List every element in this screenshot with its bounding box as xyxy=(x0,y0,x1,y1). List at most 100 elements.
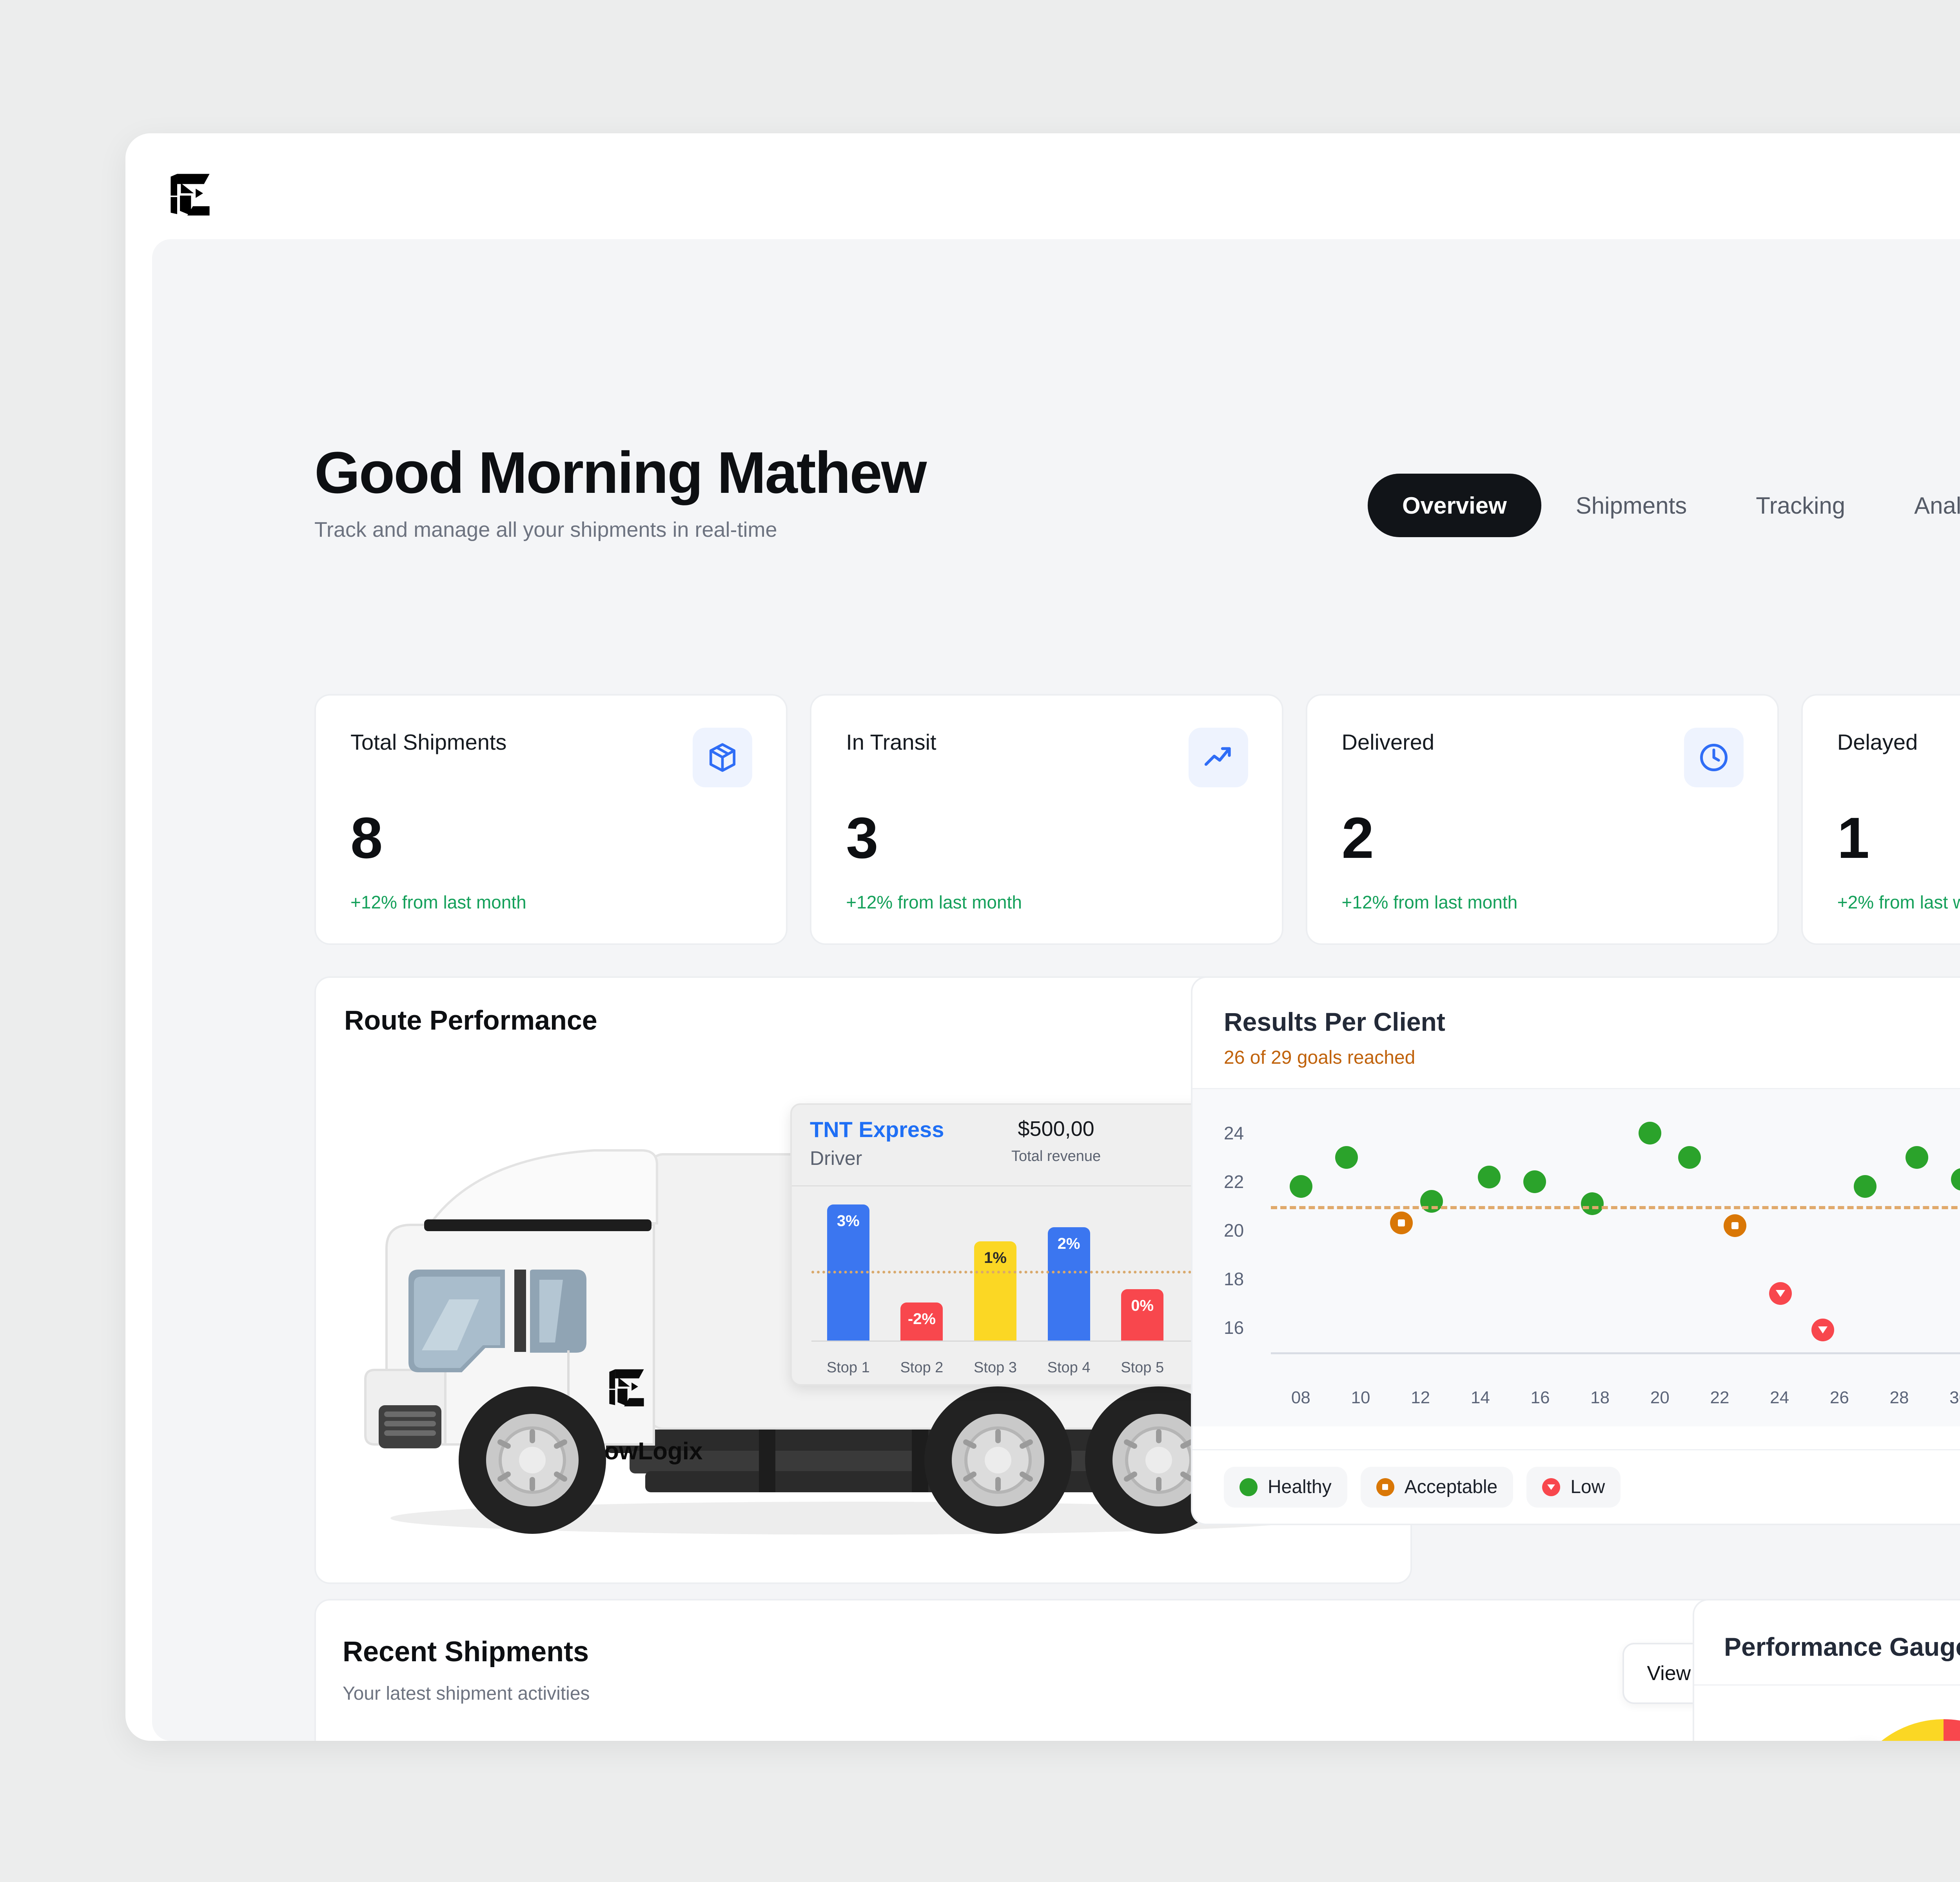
donut-chart-svg xyxy=(1863,1719,1960,1741)
bar-column: 3% xyxy=(811,1200,885,1341)
x-axis-tick-label: 22 xyxy=(1710,1388,1730,1407)
stat-card-delayed[interactable]: Delayed 1 +2% from last week xyxy=(1801,694,1960,945)
tab-tracking[interactable]: Tracking xyxy=(1756,492,1846,519)
stat-delta: +12% from last month xyxy=(1341,892,1518,912)
legend-low[interactable]: Low xyxy=(1526,1466,1621,1508)
scatter-point[interactable] xyxy=(1523,1170,1546,1193)
bar: -2% xyxy=(900,1303,943,1341)
bar-value-label: -2% xyxy=(907,1310,936,1328)
tab-shipments[interactable]: Shipments xyxy=(1575,492,1687,519)
scatter-point[interactable] xyxy=(1951,1168,1960,1191)
scatter-point[interactable] xyxy=(1905,1146,1928,1169)
legend-healthy[interactable]: Healthy xyxy=(1224,1466,1347,1508)
kpi-total-revenue: $500,00 Total revenue xyxy=(1011,1117,1101,1165)
performance-gauge-card: Performance Gauge 15% 20% 65% xyxy=(1693,1599,1960,1741)
stat-delta: +12% from last month xyxy=(846,892,1022,912)
bar-value-label: 0% xyxy=(1131,1297,1154,1314)
x-axis-tick-label: 20 xyxy=(1650,1388,1670,1407)
mini-chart-role: Driver xyxy=(810,1147,862,1169)
stat-card-total-shipments[interactable]: Total Shipments 8 +12% from last month xyxy=(314,694,788,945)
bar-column: -2% xyxy=(885,1200,959,1341)
stat-value: 2 xyxy=(1341,806,1374,870)
x-axis-tick-label: 28 xyxy=(1889,1388,1909,1407)
stat-label: Delivered xyxy=(1341,730,1435,754)
donut-chart: 15% 20% 65% xyxy=(1694,1686,1960,1741)
y-axis-tick-label: 20 xyxy=(1224,1220,1244,1241)
scatter-point[interactable] xyxy=(1723,1214,1746,1237)
x-axis-tick-label: 08 xyxy=(1291,1388,1310,1407)
scatter-point[interactable] xyxy=(1811,1319,1834,1342)
legend-label: Healthy xyxy=(1268,1477,1332,1497)
scatter-point[interactable] xyxy=(1854,1175,1877,1198)
stat-delta: +12% from last month xyxy=(350,892,526,912)
x-axis-tick-label: 14 xyxy=(1470,1388,1490,1407)
main-tabs: Overview Shipments Tracking Analytics Se… xyxy=(1367,474,1960,537)
scatter-point[interactable] xyxy=(1335,1146,1358,1169)
stat-icon-box xyxy=(693,728,753,787)
stat-value: 8 xyxy=(350,806,383,870)
acceptable-marker-icon xyxy=(1376,1478,1394,1496)
stat-icon-box xyxy=(1188,728,1248,787)
x-axis-tick-label: 12 xyxy=(1411,1388,1430,1407)
clock-icon xyxy=(1700,744,1728,771)
kpi-value: $500,00 xyxy=(1018,1117,1094,1141)
tab-overview[interactable]: Overview xyxy=(1367,474,1541,537)
stat-icon-box xyxy=(1684,728,1744,787)
scatter-point[interactable] xyxy=(1678,1146,1701,1169)
stat-cards-row: Total Shipments 8 +12% from last month I… xyxy=(314,694,1960,945)
tab-analytics[interactable]: Analytics xyxy=(1914,492,1960,519)
scatter-baseline xyxy=(1271,1352,1960,1354)
scatter-point[interactable] xyxy=(1477,1165,1501,1188)
x-axis-tick-label: 24 xyxy=(1770,1388,1789,1407)
bar-column: 0% xyxy=(1105,1200,1179,1341)
bar-column: 1% xyxy=(958,1200,1032,1341)
app-logo[interactable] xyxy=(165,168,216,219)
bar-category-label: Stop 5 xyxy=(1121,1359,1164,1376)
results-scatter-chart: 1618202224081012141618202224262830020406 xyxy=(1192,1089,1960,1426)
bar: 1% xyxy=(974,1241,1016,1341)
bar: 0% xyxy=(1121,1289,1164,1341)
legend-label: Low xyxy=(1570,1477,1605,1497)
stat-card-in-transit[interactable]: In Transit 3 +12% from last month xyxy=(810,694,1283,945)
recent-shipments-card: Recent Shipments Your latest shipment ac… xyxy=(314,1599,1855,1741)
bar-column: 2% xyxy=(1032,1200,1106,1341)
stat-delta: +2% from last week xyxy=(1837,892,1960,912)
stat-card-delivered[interactable]: Delivered 2 +12% from last month xyxy=(1305,694,1779,945)
scatter-plot-area xyxy=(1271,1109,1960,1352)
x-axis-tick-label: 16 xyxy=(1530,1388,1550,1407)
donut-slice[interactable] xyxy=(1944,1719,1960,1741)
results-header: Results Per Client 26 of 29 goals reache… xyxy=(1192,978,1960,1089)
route-performance-title: Route Performance xyxy=(344,1005,597,1035)
legend-acceptable[interactable]: Acceptable xyxy=(1360,1466,1514,1508)
y-axis-tick-label: 18 xyxy=(1224,1269,1244,1289)
y-axis-tick-label: 22 xyxy=(1224,1172,1244,1192)
results-title: Results Per Client xyxy=(1224,1007,1445,1036)
bar-category-label: Stop 2 xyxy=(900,1359,944,1376)
flowlogix-logo-icon xyxy=(171,174,210,216)
recent-shipments-title: Recent Shipments xyxy=(343,1636,589,1668)
results-footer: Healthy Acceptable Low Show in list › xyxy=(1192,1449,1960,1524)
chart-axis-line xyxy=(811,1341,1410,1342)
scatter-point[interactable] xyxy=(1581,1192,1604,1215)
scatter-point[interactable] xyxy=(1290,1175,1313,1198)
donut-slice[interactable] xyxy=(1863,1719,1944,1741)
kpi-label: Total revenue xyxy=(1011,1148,1101,1164)
bar-value-label: 1% xyxy=(984,1249,1007,1266)
scatter-point[interactable] xyxy=(1390,1212,1413,1235)
low-marker-icon xyxy=(1542,1478,1561,1496)
bar-value-label: 3% xyxy=(837,1212,860,1230)
stat-label: In Transit xyxy=(846,730,936,754)
results-per-client-card: Results Per Client 26 of 29 goals reache… xyxy=(1191,976,1960,1525)
target-line xyxy=(811,1271,1410,1273)
bar-category-label: Stop 3 xyxy=(974,1359,1017,1376)
scatter-point[interactable] xyxy=(1638,1122,1661,1144)
trending-up-icon xyxy=(1204,747,1231,766)
mini-chart-carrier: TNT Express xyxy=(810,1117,944,1142)
recent-shipments-subtitle: Your latest shipment activities xyxy=(343,1683,590,1704)
stat-value: 3 xyxy=(846,806,878,870)
greeting-block: Good Morning Mathew Track and manage all… xyxy=(314,443,927,542)
bar-category-label: Stop 1 xyxy=(826,1359,870,1376)
scatter-point[interactable] xyxy=(1769,1282,1792,1305)
app-window: Last Updated : 06-06-2020 : 21:43 ▾ xyxy=(125,133,1960,1741)
page-subtitle: Track and manage all your shipments in r… xyxy=(314,518,777,541)
